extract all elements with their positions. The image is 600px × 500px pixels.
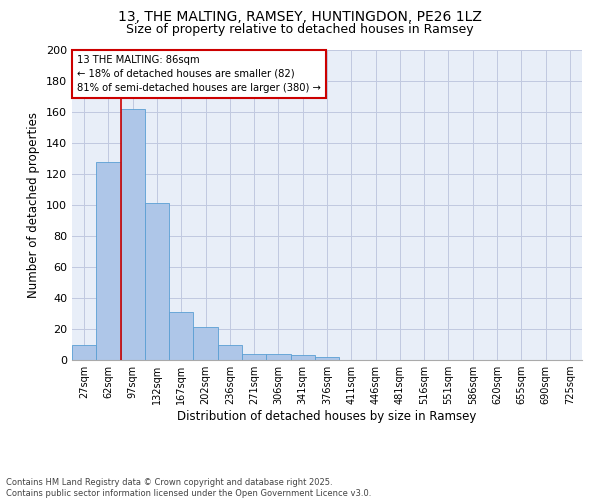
Bar [145,204,169,360]
Text: 13, THE MALTING, RAMSEY, HUNTINGDON, PE26 1LZ: 13, THE MALTING, RAMSEY, HUNTINGDON, PE2… [118,10,482,24]
Bar [121,109,145,360]
X-axis label: Distribution of detached houses by size in Ramsey: Distribution of detached houses by size … [178,410,476,423]
Bar [266,354,290,360]
Bar [315,357,339,360]
Text: Size of property relative to detached houses in Ramsey: Size of property relative to detached ho… [126,22,474,36]
Text: 13 THE MALTING: 86sqm
← 18% of detached houses are smaller (82)
81% of semi-deta: 13 THE MALTING: 86sqm ← 18% of detached … [77,54,321,92]
Bar [169,312,193,360]
Bar [72,344,96,360]
Bar [193,328,218,360]
Text: Contains HM Land Registry data © Crown copyright and database right 2025.
Contai: Contains HM Land Registry data © Crown c… [6,478,371,498]
Bar [218,344,242,360]
Bar [242,354,266,360]
Bar [96,162,121,360]
Y-axis label: Number of detached properties: Number of detached properties [28,112,40,298]
Bar [290,356,315,360]
